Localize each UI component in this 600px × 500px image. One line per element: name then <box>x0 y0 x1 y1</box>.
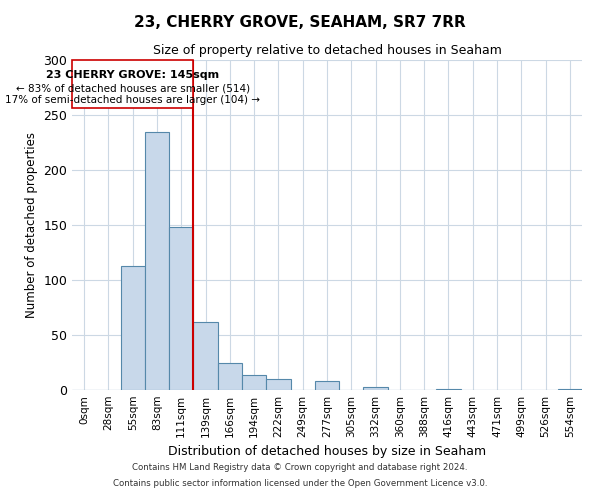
Text: 17% of semi-detached houses are larger (104) →: 17% of semi-detached houses are larger (… <box>5 95 260 105</box>
Bar <box>436 389 461 390</box>
Bar <box>364 386 388 390</box>
Title: Size of property relative to detached houses in Seaham: Size of property relative to detached ho… <box>152 44 502 58</box>
Text: 23 CHERRY GROVE: 145sqm: 23 CHERRY GROVE: 145sqm <box>46 70 219 80</box>
Text: ← 83% of detached houses are smaller (514): ← 83% of detached houses are smaller (51… <box>16 83 250 93</box>
Bar <box>169 227 193 390</box>
Text: Contains public sector information licensed under the Open Government Licence v3: Contains public sector information licen… <box>113 478 487 488</box>
Bar <box>121 266 145 390</box>
FancyBboxPatch shape <box>72 60 193 108</box>
Bar <box>266 379 290 390</box>
Bar <box>193 322 218 390</box>
Y-axis label: Number of detached properties: Number of detached properties <box>25 132 38 318</box>
Bar <box>558 389 582 390</box>
X-axis label: Distribution of detached houses by size in Seaham: Distribution of detached houses by size … <box>168 446 486 458</box>
Bar <box>315 381 339 390</box>
Bar <box>242 374 266 390</box>
Bar <box>145 132 169 390</box>
Text: Contains HM Land Registry data © Crown copyright and database right 2024.: Contains HM Land Registry data © Crown c… <box>132 464 468 472</box>
Text: 23, CHERRY GROVE, SEAHAM, SR7 7RR: 23, CHERRY GROVE, SEAHAM, SR7 7RR <box>134 15 466 30</box>
Bar <box>218 362 242 390</box>
